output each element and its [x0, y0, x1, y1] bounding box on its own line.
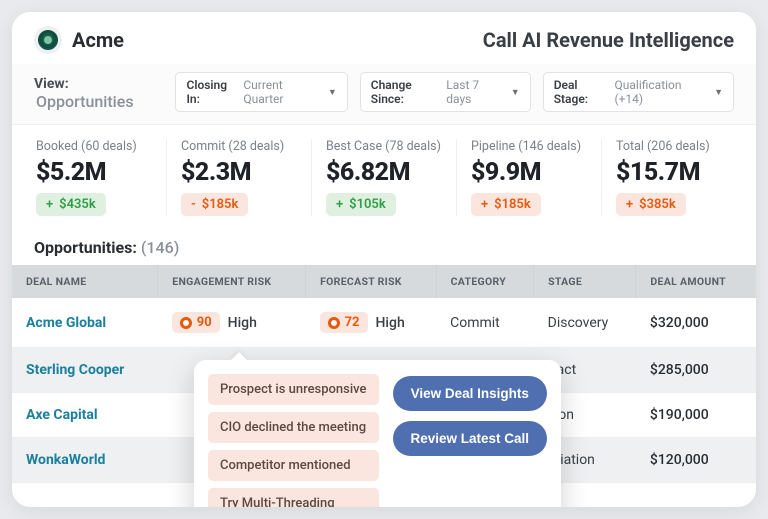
kpi-label: Pipeline (146 deals) [471, 139, 587, 154]
kpi-label: Total (206 deals) [616, 139, 732, 154]
column-header[interactable]: CATEGORY [436, 265, 534, 298]
column-header[interactable]: FORECAST RISK [306, 265, 437, 298]
kpi-delta: +$105k [326, 193, 396, 216]
chevron-down-icon: ▼ [328, 87, 337, 98]
column-header[interactable]: ENGAGEMENT RISK [158, 265, 306, 298]
column-header[interactable]: DEAL NAME [12, 265, 158, 298]
column-header[interactable]: STAGE [534, 265, 636, 298]
chevron-down-icon: ▼ [511, 87, 520, 98]
toolbar: View: Opportunities Closing In: Current … [12, 64, 756, 125]
deal-link[interactable]: WonkaWorld [26, 452, 105, 468]
kpi-delta: +$435k [36, 193, 106, 216]
table-row[interactable]: Acme Global 90High 72High CommitDiscovery$3… [12, 298, 756, 348]
deal-link[interactable]: Sterling Cooper [26, 362, 124, 378]
chevron-down-icon: ▼ [714, 87, 723, 98]
kpi-row: Booked (60 deals) $5.2M +$435k Commit (28 d… [12, 125, 756, 226]
risk-badge: 90 [172, 312, 220, 333]
filter-closing-in[interactable]: Closing In: Current Quarter ▼ [175, 72, 347, 112]
kpi-card: Booked (60 deals) $5.2M +$435k [22, 139, 167, 216]
stage-cell: Discovery [534, 298, 636, 348]
filter-change-since[interactable]: Change Since: Last 7 days ▼ [360, 72, 531, 112]
view-deal-insights-button[interactable]: View Deal Insights [393, 376, 548, 411]
kpi-card: Total (206 deals) $15.7M +$385k [602, 139, 746, 216]
insight-chip[interactable]: Try Multi-Threading [208, 488, 379, 507]
table-header-row: DEAL NAMEENGAGEMENT RISKFORECAST RISKCAT… [12, 265, 756, 298]
target-icon [180, 317, 192, 329]
deal-link[interactable]: Acme Global [26, 315, 106, 331]
kpi-label: Commit (28 deals) [181, 139, 297, 154]
risk-cell: 90High [172, 312, 257, 333]
amount-cell: $285,000 [636, 348, 756, 393]
insight-chip[interactable]: CIO declined the meeting [208, 412, 379, 443]
kpi-value: $9.9M [471, 158, 587, 187]
app-window: Acme Call AI Revenue Intelligence View: … [12, 12, 756, 507]
kpi-delta: -$185k [181, 193, 248, 216]
brand-name: Acme [72, 28, 124, 52]
amount-cell: $320,000 [636, 298, 756, 348]
logo-icon [34, 26, 62, 54]
kpi-value: $2.3M [181, 158, 297, 187]
kpi-delta: +$385k [616, 193, 686, 216]
amount-cell: $120,000 [636, 438, 756, 483]
brand: Acme [34, 26, 124, 54]
risk-cell: 72High [320, 312, 405, 333]
kpi-delta: +$185k [471, 193, 541, 216]
insight-chip[interactable]: Prospect is unresponsive [208, 374, 379, 405]
opportunities-title: Opportunities: (146) [12, 226, 756, 265]
risk-popover: Prospect is unresponsive CIO declined the… [194, 360, 561, 507]
insight-chip[interactable]: Competitor mentioned [208, 450, 379, 481]
category-cell: Commit [436, 298, 534, 348]
popover-actions: View Deal Insights Review Latest Call [393, 374, 548, 456]
target-icon [328, 317, 340, 329]
review-latest-call-button[interactable]: Review Latest Call [393, 421, 548, 456]
column-header[interactable]: DEAL AMOUNT [636, 265, 756, 298]
kpi-label: Booked (60 deals) [36, 139, 152, 154]
risk-badge: 72 [320, 312, 368, 333]
insight-list: Prospect is unresponsive CIO declined the… [208, 374, 379, 507]
page-title: Call AI Revenue Intelligence [483, 28, 734, 52]
kpi-card: Commit (28 deals) $2.3M -$185k [167, 139, 312, 216]
kpi-card: Pipeline (146 deals) $9.9M +$185k [457, 139, 602, 216]
deal-link[interactable]: Axe Capital [26, 407, 98, 423]
header: Acme Call AI Revenue Intelligence [12, 12, 756, 64]
filter-deal-stage[interactable]: Deal Stage: Qualification (+14) ▼ [543, 72, 734, 112]
kpi-value: $6.82M [326, 158, 442, 187]
amount-cell: $190,000 [636, 393, 756, 438]
kpi-value: $5.2M [36, 158, 152, 187]
view-label: View: Opportunities [34, 73, 163, 111]
kpi-value: $15.7M [616, 158, 732, 187]
kpi-label: Best Case (78 deals) [326, 139, 442, 154]
kpi-card: Best Case (78 deals) $6.82M +$105k [312, 139, 457, 216]
